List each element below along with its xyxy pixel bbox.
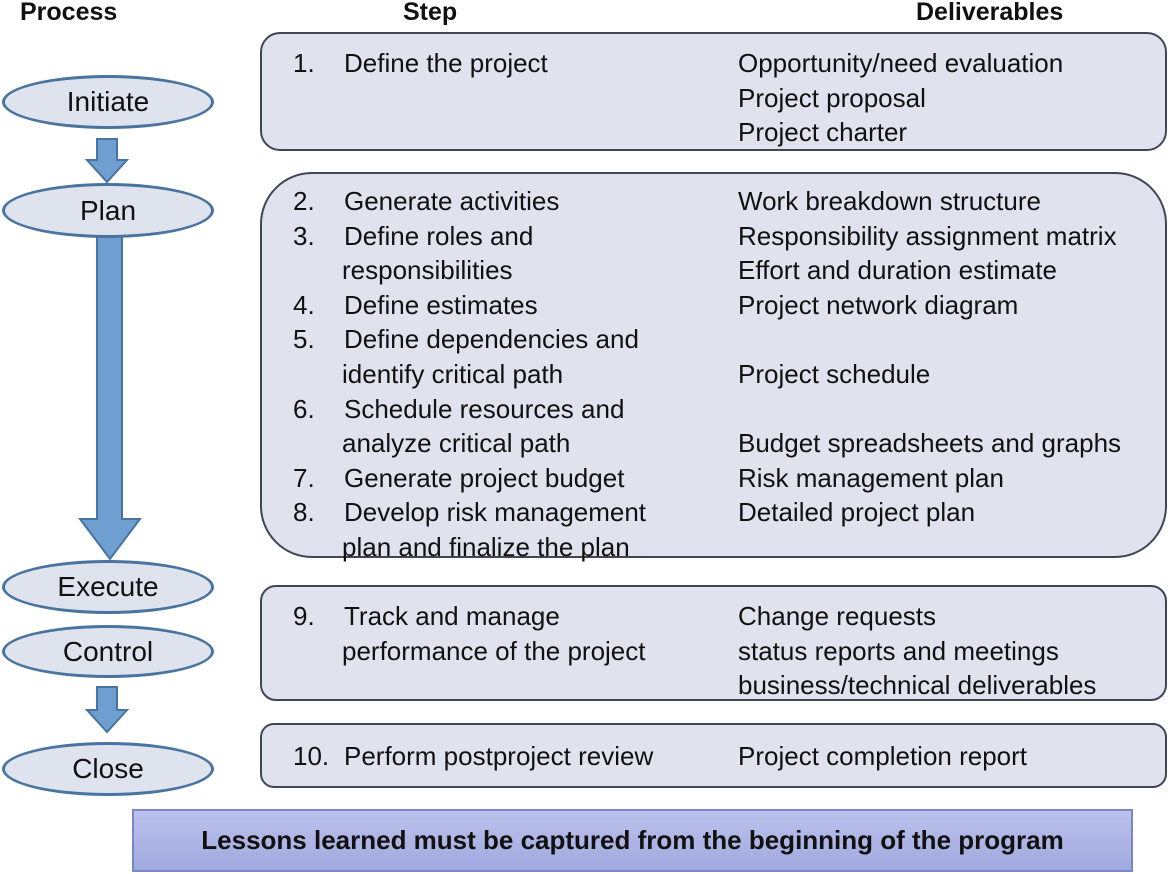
step-row: performance of the project status reports… [262,634,1165,668]
step-row: 8. Develop risk management Detailed projec… [262,495,1165,529]
step-row: identify critical path Project schedule [262,357,1165,391]
step-text: Define the project [344,48,548,78]
step-text: responsibilities [342,255,513,286]
step-row: 6. Schedule resources and [262,392,1165,426]
step-text: Define roles and [344,220,534,251]
step-box-plan: 2. Generate activities Work breakdown stru… [260,172,1167,562]
process-initiate: Initiate [2,75,214,129]
deliverable: Opportunity/need evaluation [738,48,1064,78]
deliverable: Work breakdown structure [738,186,1041,216]
step-number: 3. [293,220,315,251]
step-text: plan and finalize the plan [342,532,630,562]
step-number: 6. [293,393,315,424]
step-number: 1. [293,48,315,78]
deliverable: Risk management plan [738,462,1004,493]
process-close: Close [2,742,214,796]
step-box-close: 10. Perform postproject review Project com… [260,723,1167,788]
step-text: Develop risk management [344,497,647,528]
step-text: identify critical path [342,359,564,389]
step-box-initiate: 1. Define the project Opportunity/need eva… [260,32,1167,151]
step-row: 1. Define the project Opportunity/need eva… [262,46,1165,80]
step-row: Project proposal [262,81,1165,115]
step-row: responsibilities Effort and duration esti… [262,253,1165,287]
step-row: 7. Generate project budget Risk management… [262,461,1165,495]
deliverable: status reports and meetings [738,635,1059,666]
header-process: Process [20,0,118,26]
step-number: 5. [293,324,315,355]
deliverable: Budget spreadsheets and graphs [738,428,1122,459]
step-row: analyze critical path Budget spreadsheets… [262,426,1165,460]
step-row: 9. Track and manage Change requests [262,599,1165,633]
deliverable: Project charter [738,117,908,148]
deliverable: Project schedule [738,359,931,389]
step-number: 4. [293,289,315,320]
process-control: Control [2,625,214,678]
step-text: Perform postproject review [344,741,654,771]
step-row: 2. Generate activities Work breakdown stru… [262,184,1165,218]
deliverable: Change requests [738,601,937,631]
step-row: 4. Define estimates Project network diagra… [262,288,1165,322]
step-text: Define estimates [344,289,538,320]
deliverable: Project proposal [738,82,926,113]
step-text: Schedule resources and [344,393,625,424]
step-number: 8. [293,497,315,528]
step-row: 3. Define roles and Responsibility assignm… [262,219,1165,253]
lessons-learned-banner: Lessons learned must be captured from th… [132,809,1133,872]
step-text: Define dependencies and [344,324,639,355]
process-execute: Execute [2,560,214,614]
step-number: 2. [293,186,315,216]
step-number: 7. [293,462,315,493]
deliverable: Project network diagram [738,289,1019,320]
step-row: plan and finalize the plan [262,530,1165,564]
header-deliverables: Deliverables [916,0,1064,26]
step-text: performance of the project [342,635,646,666]
step-text: Generate activities [344,186,560,216]
arrow-down-icon [84,138,130,184]
arrow-down-icon [84,686,130,734]
process-plan: Plan [2,183,214,238]
step-text: Generate project budget [344,462,625,493]
step-number: 9. [293,601,315,631]
deliverable: Project completion report [738,741,1028,771]
step-row: 10. Perform postproject review Project com… [262,739,1165,773]
step-box-execute-control: 9. Track and manage Change requests perform… [260,585,1167,701]
deliverable: Effort and duration estimate [738,255,1057,286]
step-row: 5. Define dependencies and [262,322,1165,356]
deliverable: Responsibility assignment matrix [738,220,1117,251]
deliverable: business/technical deliverables [738,670,1097,701]
step-text: Track and manage [344,601,560,631]
step-number: 10. [293,741,330,771]
step-row: business/technical deliverables [262,668,1165,702]
deliverable: Detailed project plan [738,497,976,528]
step-row: Project charter [262,115,1165,149]
step-text: analyze critical path [342,428,571,459]
arrow-down-long-icon [78,236,142,561]
header-step: Step [403,0,458,26]
